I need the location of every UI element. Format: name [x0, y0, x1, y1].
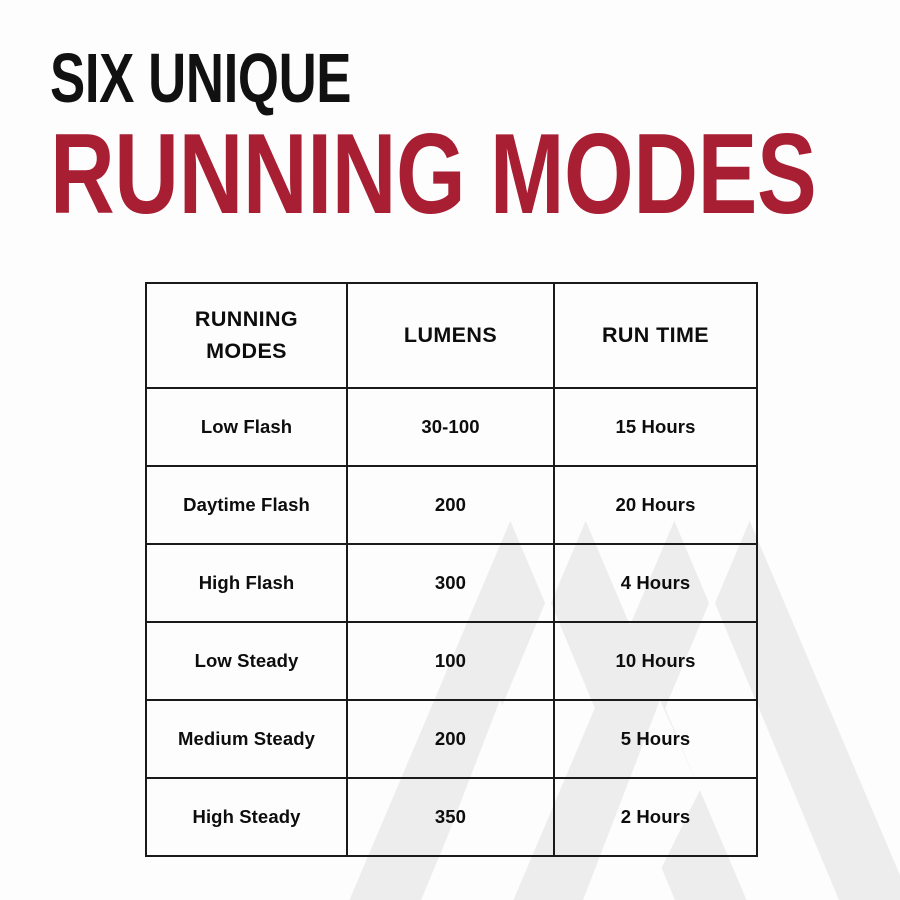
- cell-mode: Low Flash: [145, 387, 348, 467]
- cell-lumens: 30-100: [346, 387, 555, 467]
- table-row: High Flash 300 4 Hours: [145, 543, 758, 623]
- cell-runtime: 4 Hours: [553, 543, 758, 623]
- column-header-running-modes-line1: RUNNING: [194, 307, 299, 332]
- table-body: Low Flash 30-100 15 Hours Daytime Flash …: [145, 387, 758, 857]
- cell-runtime: 10 Hours: [553, 621, 758, 701]
- cell-mode: Medium Steady: [145, 699, 348, 779]
- table-row: Daytime Flash 200 20 Hours: [145, 465, 758, 545]
- cell-mode: High Flash: [145, 543, 348, 623]
- cell-mode: Low Steady: [145, 621, 348, 701]
- column-header-lumens: LUMENS: [346, 282, 555, 389]
- table-header: RUNNING MODES LUMENS RUN TIME: [145, 282, 758, 389]
- cell-lumens: 100: [346, 621, 555, 701]
- column-header-running-modes-line2: MODES: [206, 338, 287, 363]
- cell-runtime: 2 Hours: [553, 777, 758, 857]
- table-row: High Steady 350 2 Hours: [145, 777, 758, 857]
- column-header-run-time-label: RUN TIME: [601, 322, 710, 347]
- cell-lumens: 200: [346, 699, 555, 779]
- cell-lumens: 200: [346, 465, 555, 545]
- cell-lumens: 350: [346, 777, 555, 857]
- cell-runtime: 5 Hours: [553, 699, 758, 779]
- table-row: Medium Steady 200 5 Hours: [145, 699, 758, 779]
- cell-mode: High Steady: [145, 777, 348, 857]
- heading-block: SIX UNIQUE RUNNING MODES: [50, 38, 900, 237]
- table-row: Low Flash 30-100 15 Hours: [145, 387, 758, 467]
- table-header-row: RUNNING MODES LUMENS RUN TIME: [145, 282, 758, 389]
- running-modes-table: RUNNING MODES LUMENS RUN TIME Low Flash …: [145, 282, 758, 857]
- column-header-running-modes: RUNNING MODES: [145, 282, 348, 389]
- headline-secondary: SIX UNIQUE: [50, 38, 352, 118]
- column-header-run-time: RUN TIME: [553, 282, 758, 389]
- cell-runtime: 20 Hours: [553, 465, 758, 545]
- column-header-lumens-label: LUMENS: [403, 322, 498, 347]
- cell-mode: Daytime Flash: [145, 465, 348, 545]
- cell-lumens: 300: [346, 543, 555, 623]
- headline-primary: RUNNING MODES: [50, 109, 817, 237]
- running-modes-table-container: RUNNING MODES LUMENS RUN TIME Low Flash …: [145, 282, 758, 857]
- cell-runtime: 15 Hours: [553, 387, 758, 467]
- table-row: Low Steady 100 10 Hours: [145, 621, 758, 701]
